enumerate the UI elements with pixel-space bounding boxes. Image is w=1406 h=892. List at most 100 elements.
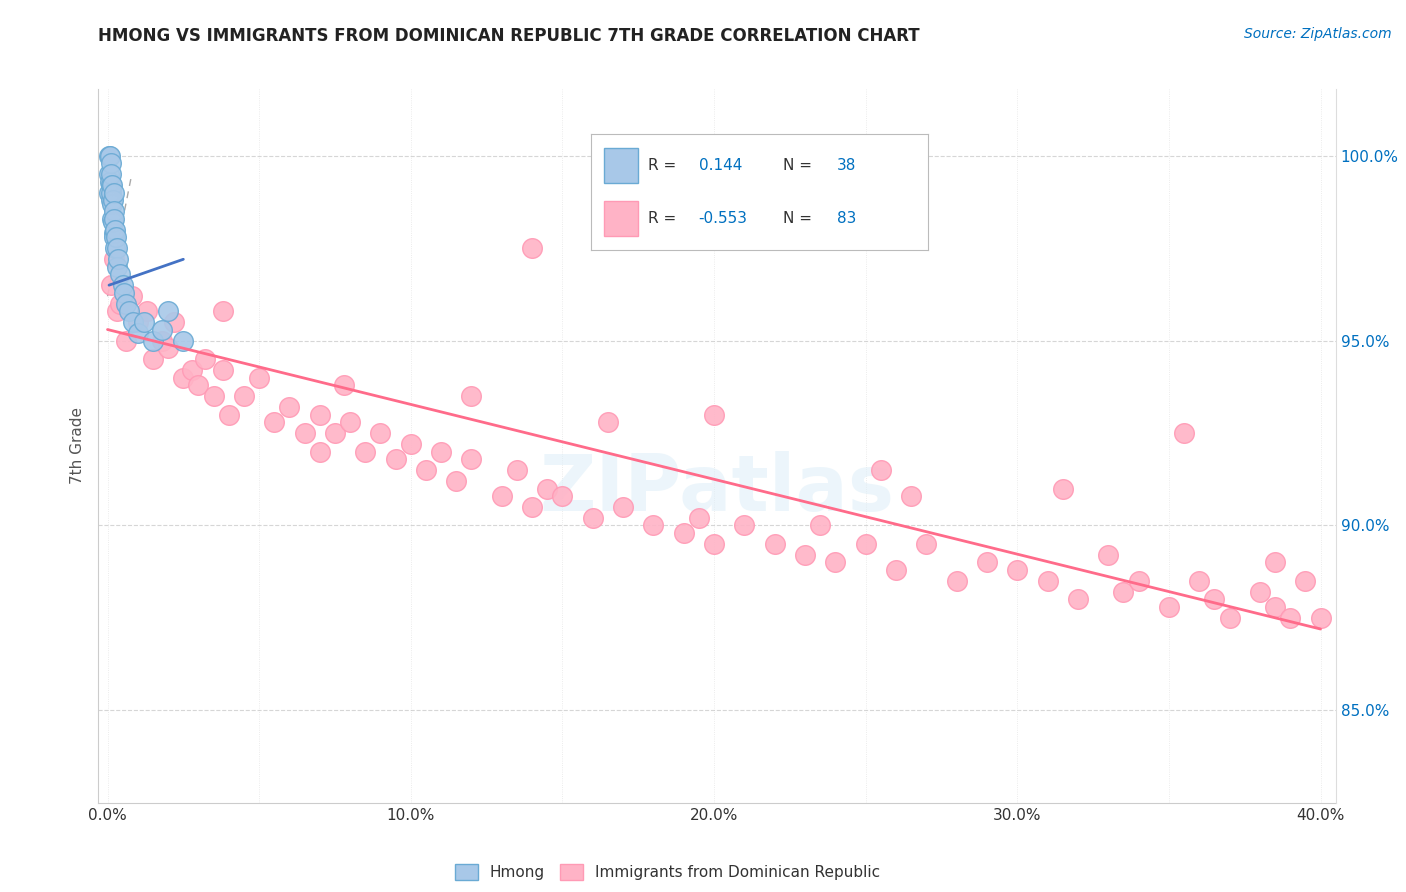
Text: 38: 38 (837, 158, 856, 173)
Point (703, 537, 725, 551)
Point (446, 474, 468, 488)
Point (323, 425, 346, 440)
Point (1204, 592, 1226, 607)
Point (1249, 585, 1271, 599)
Point (460, 452, 482, 467)
Point (127, 326, 149, 341)
Point (1112, 585, 1135, 599)
Point (142, 352, 165, 367)
Point (460, 389, 482, 403)
Point (733, 518, 755, 533)
Point (157, 341, 180, 355)
Point (247, 370, 270, 384)
Point (193, 352, 215, 367)
Point (294, 425, 316, 440)
Point (127, 315, 149, 329)
Point (308, 444, 330, 458)
Point (202, 389, 225, 403)
Point (430, 444, 453, 458)
Point (100, 178, 122, 193)
Point (101, 193, 124, 207)
Point (122, 315, 145, 329)
Point (900, 489, 922, 503)
Text: HMONG VS IMMIGRANTS FROM DOMINICAN REPUBLIC 7TH GRADE CORRELATION CHART: HMONG VS IMMIGRANTS FROM DOMINICAN REPUB… (98, 27, 920, 45)
Point (520, 241, 543, 255)
Point (163, 315, 186, 329)
Point (114, 334, 136, 348)
Point (915, 537, 938, 551)
Point (1309, 611, 1331, 625)
Point (808, 518, 831, 533)
Point (688, 511, 710, 525)
Point (98, 149, 121, 163)
Point (121, 289, 143, 303)
Point (1036, 574, 1059, 588)
Point (187, 378, 209, 392)
Point (100, 156, 122, 170)
Point (1294, 574, 1316, 588)
Point (399, 437, 422, 451)
Point (101, 196, 124, 211)
Point (103, 252, 125, 267)
Point (98, 149, 121, 163)
Point (1219, 611, 1241, 625)
Point (308, 408, 330, 422)
Point (884, 563, 907, 577)
Point (150, 334, 173, 348)
Point (1128, 574, 1150, 588)
Text: R =: R = (648, 158, 676, 173)
Point (142, 334, 165, 348)
FancyBboxPatch shape (605, 201, 638, 235)
Point (101, 211, 124, 226)
Point (105, 230, 128, 244)
Text: 0.144: 0.144 (699, 158, 742, 173)
Point (211, 304, 233, 318)
Point (104, 223, 127, 237)
Point (1067, 592, 1090, 607)
Text: -0.553: -0.553 (699, 211, 748, 226)
Legend: Hmong, Immigrants from Dominican Republic: Hmong, Immigrants from Dominican Republi… (447, 856, 889, 888)
Point (643, 518, 665, 533)
Point (263, 415, 285, 429)
Point (114, 296, 136, 310)
Point (172, 370, 194, 384)
Point (98, 175, 121, 189)
Point (103, 211, 125, 226)
Point (105, 241, 128, 255)
Point (105, 304, 128, 318)
Point (370, 425, 392, 440)
Text: 83: 83 (837, 211, 856, 226)
Point (582, 511, 605, 525)
Point (100, 186, 122, 200)
Point (703, 408, 725, 422)
FancyBboxPatch shape (605, 148, 638, 183)
Point (103, 227, 125, 241)
Text: N =: N = (783, 158, 811, 173)
Point (233, 389, 256, 403)
Point (278, 400, 301, 414)
Point (1007, 563, 1029, 577)
Text: ZIPatlas: ZIPatlas (540, 450, 894, 527)
Point (181, 363, 204, 377)
Point (105, 260, 128, 274)
Point (520, 500, 543, 514)
Point (100, 278, 122, 293)
Point (536, 482, 558, 496)
Point (108, 267, 131, 281)
Point (98, 167, 121, 181)
Point (136, 304, 159, 318)
Point (855, 537, 877, 551)
Point (1264, 556, 1286, 570)
Point (98, 186, 121, 200)
Point (551, 489, 574, 503)
Point (1157, 599, 1180, 614)
Text: R =: R = (648, 211, 676, 226)
Point (763, 537, 786, 551)
Y-axis label: 7th Grade: 7th Grade (70, 408, 86, 484)
Point (118, 304, 141, 318)
Point (218, 408, 240, 422)
Point (157, 304, 180, 318)
Point (339, 415, 361, 429)
Point (1052, 482, 1074, 496)
Point (211, 363, 233, 377)
